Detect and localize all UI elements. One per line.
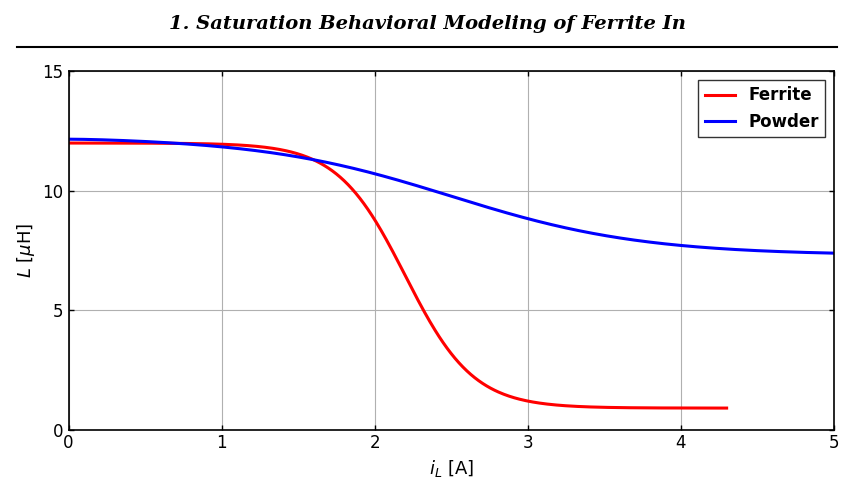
Ferrite (63, 140, 73, 146)
Ferrite (721, 405, 731, 411)
Line: Powder: Powder (68, 139, 833, 253)
Powder (426, 187, 437, 193)
Ferrite (380, 234, 390, 240)
Ferrite (705, 405, 715, 411)
Text: 1. Saturation Behavioral Modeling of Ferrite In: 1. Saturation Behavioral Modeling of Fer… (168, 15, 685, 33)
Ferrite (375, 227, 386, 233)
Powder (477, 203, 487, 209)
Ferrite (455, 361, 465, 367)
Powder (519, 215, 529, 221)
Powder (431, 189, 441, 195)
Powder (827, 250, 838, 256)
Legend: Ferrite, Powder: Ferrite, Powder (698, 80, 825, 137)
X-axis label: $i_L$ [A]: $i_L$ [A] (428, 458, 473, 479)
Ferrite (419, 309, 429, 315)
Ferrite (602, 405, 612, 411)
Y-axis label: $L$ [$\mu$H]: $L$ [$\mu$H] (15, 223, 37, 278)
Powder (690, 244, 700, 250)
Powder (63, 136, 73, 142)
Powder (809, 250, 820, 256)
Line: Ferrite: Ferrite (68, 143, 726, 408)
